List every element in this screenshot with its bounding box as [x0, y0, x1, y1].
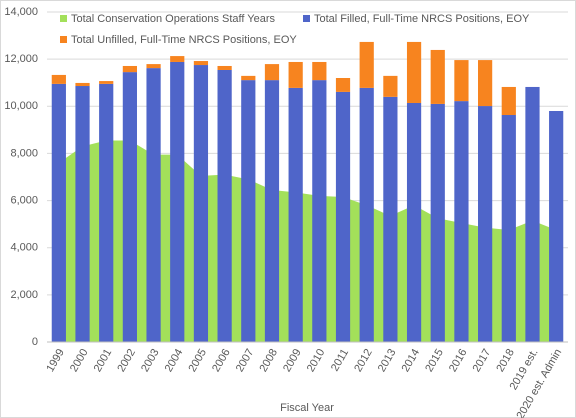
bar	[406, 102, 422, 342]
bar	[288, 61, 303, 88]
bar	[122, 65, 137, 73]
y-tick-label: 14,000	[4, 6, 38, 18]
bar	[99, 81, 114, 84]
bar	[478, 60, 493, 107]
bar	[383, 96, 398, 342]
y-tick-label: 8,000	[10, 147, 38, 159]
bar	[430, 49, 445, 104]
y-tick-label: 6,000	[10, 194, 38, 206]
bar	[193, 65, 209, 343]
bar	[335, 91, 351, 343]
bar	[501, 86, 516, 116]
legend-swatch	[303, 15, 310, 22]
bar	[430, 103, 445, 342]
bar	[406, 41, 422, 103]
bar	[501, 115, 516, 342]
bar	[170, 56, 185, 62]
bar	[549, 111, 564, 342]
legend-swatch	[60, 36, 67, 43]
bar	[335, 78, 351, 92]
bar	[288, 87, 303, 343]
y-tick-label: 12,000	[4, 53, 38, 65]
bar	[383, 75, 398, 97]
bar	[241, 75, 256, 81]
bar	[359, 87, 374, 343]
bar	[75, 82, 90, 87]
legend-swatch	[60, 15, 67, 22]
bar	[525, 86, 540, 342]
bar	[241, 80, 256, 342]
bar	[146, 68, 161, 342]
bar	[51, 83, 66, 343]
bar	[264, 64, 280, 81]
bar	[359, 41, 374, 88]
bar	[193, 61, 209, 66]
legend-label: Total Filled, Full-Time NRCS Positions, …	[314, 13, 530, 25]
bar	[478, 106, 493, 342]
x-axis-label: Fiscal Year	[280, 402, 334, 414]
bar	[264, 80, 280, 342]
bar	[312, 80, 327, 342]
bar	[75, 86, 90, 342]
legend-label: Total Conservation Operations Staff Year…	[71, 13, 276, 25]
bar	[217, 65, 232, 70]
bar	[146, 64, 161, 69]
y-tick-label: 4,000	[10, 242, 38, 254]
bar	[454, 101, 469, 342]
bar	[217, 69, 232, 342]
y-tick-label: 0	[32, 336, 38, 348]
y-tick-label: 2,000	[10, 289, 38, 301]
bar	[122, 72, 137, 342]
bar	[99, 83, 114, 343]
bar	[312, 61, 327, 81]
bar	[454, 60, 469, 102]
bar	[170, 61, 185, 342]
y-tick-label: 10,000	[4, 100, 38, 112]
legend-label: Total Unfilled, Full-Time NRCS Positions…	[71, 34, 297, 46]
bar	[51, 74, 66, 84]
